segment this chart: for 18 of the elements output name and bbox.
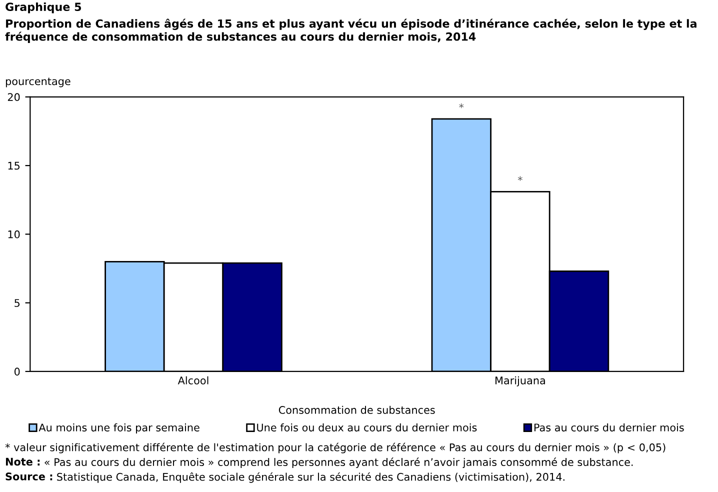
legend-label: Une fois ou deux au cours du dernier mois bbox=[257, 423, 477, 432]
x-axis-title: Consommation de substances bbox=[278, 406, 435, 414]
text: Note : « Pas au cours du dernier mois » comprend les personnes ayant déclaré n’avoir jamais consommé de substance. bbox=[6, 458, 633, 468]
y-tick-label: 15 bbox=[8, 162, 20, 170]
y-tick-label: 0 bbox=[14, 368, 20, 376]
y-tick-label: 5 bbox=[14, 299, 20, 307]
data-label: * bbox=[518, 176, 522, 181]
y-tick-label: 10 bbox=[8, 230, 20, 238]
legend-label: Pas au cours du dernier mois bbox=[534, 423, 684, 432]
source-note: Source : Statistique Canada, Enquête sociale générale sur la sécurité des Canadiens (victimisation), 2014. bbox=[6, 472, 564, 483]
y-axis-title: pourcentage bbox=[6, 78, 70, 88]
x-tick-label: Alcool bbox=[178, 376, 208, 384]
legend-label: Au moins une fois par semaine bbox=[38, 423, 200, 434]
data-label: * bbox=[459, 103, 464, 108]
chart-title: Graphique 5 Proportion de Canadiens âgés de 15 ans et plus ayant vécu un épisode d’itinérance cachée, selon le type et la fréquence de consommation de substances au cours du dernier mois, 2014 bbox=[5, 2, 696, 43]
x-tick-label: Marijuana bbox=[496, 376, 545, 386]
y-tick-label: 20 bbox=[8, 93, 20, 102]
text: * valeur significativement différente de l'estimation pour la catégorie de référence « Pas au cours du dernier mois » (p < 0,05) bbox=[5, 442, 666, 454]
